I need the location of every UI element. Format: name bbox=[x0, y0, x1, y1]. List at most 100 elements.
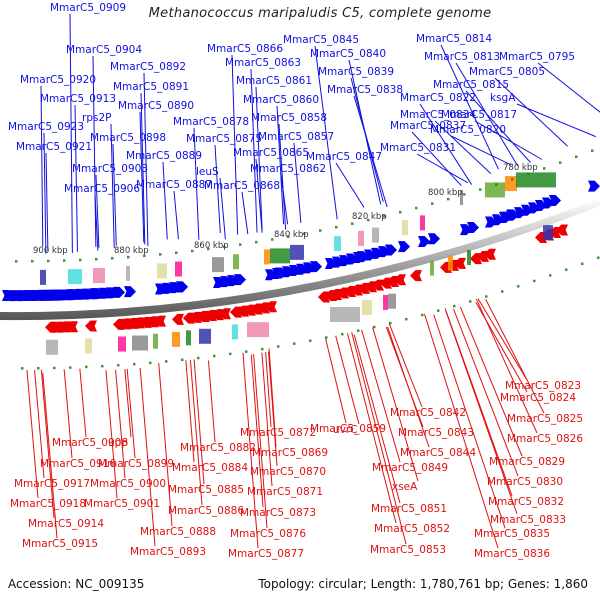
gene-label-mmarc5-0869[interactable]: MmarC5_0869 bbox=[252, 447, 329, 459]
gene-label-uvrc[interactable]: uvrC bbox=[333, 424, 358, 436]
feature-block bbox=[85, 338, 92, 354]
gene-label-mmarc5-0885[interactable]: MmarC5_0885 bbox=[168, 484, 245, 496]
gene-label-mmarc5-0900[interactable]: MmarC5_0900 bbox=[90, 478, 167, 490]
gene-label-mmarc5-0858[interactable]: MmarC5_0858 bbox=[251, 112, 328, 124]
gene-label-mmarc5-0852[interactable]: MmarC5_0852 bbox=[374, 523, 451, 535]
gene-label-mmarc5-0832[interactable]: MmarC5_0832 bbox=[488, 496, 565, 508]
gene-label-mmarc5-0834[interactable]: MmarC5_0834 bbox=[400, 109, 477, 121]
gene-label-mmarc5-0833[interactable]: MmarC5_0833 bbox=[490, 514, 567, 526]
gene-label-mmarc5-0871[interactable]: MmarC5_0871 bbox=[247, 486, 324, 498]
gene-label-mmarc5-0840[interactable]: MmarC5_0840 bbox=[310, 48, 387, 60]
gene-label-mmarc5-0870[interactable]: MmarC5_0870 bbox=[250, 466, 327, 478]
gene-label-mmarc5-0877[interactable]: MmarC5_0877 bbox=[228, 548, 305, 560]
gene-label-mmarc5-0899[interactable]: MmarC5_0899 bbox=[98, 458, 175, 470]
gene-label-mmarc5-0795[interactable]: MmarC5_0795 bbox=[499, 51, 576, 63]
gene-label-mmarc5-0820[interactable]: MmarC5_0820 bbox=[430, 124, 507, 136]
gene-label-mmarc5-0909[interactable]: MmarC5_0909 bbox=[50, 2, 127, 14]
gene-label-mmarc5-0901[interactable]: MmarC5_0901 bbox=[84, 498, 161, 510]
gene-label-mmarc5-0815[interactable]: MmarC5_0815 bbox=[433, 79, 510, 91]
gene-label-mmarc5-0872[interactable]: MmarC5_0872 bbox=[240, 427, 317, 439]
gene-label-mmarc5-0888[interactable]: MmarC5_0888 bbox=[140, 526, 217, 538]
gene-label-mmarc5-0839[interactable]: MmarC5_0839 bbox=[318, 66, 395, 78]
tick-mark bbox=[597, 256, 600, 259]
leader-line-mmarc5-0900 bbox=[115, 369, 126, 479]
forward-cds-arrow bbox=[385, 244, 397, 256]
gene-label-mmarc5-0826[interactable]: MmarC5_0826 bbox=[507, 433, 584, 445]
gene-label-mmarc5-0836[interactable]: MmarC5_0836 bbox=[474, 548, 551, 560]
gene-label-mmarc5-0805[interactable]: MmarC5_0805 bbox=[469, 66, 546, 78]
gene-label-mmarc5-0921[interactable]: MmarC5_0921 bbox=[16, 141, 93, 153]
gene-label-mmarc5-0887[interactable]: MmarC5_0887 bbox=[136, 179, 213, 191]
gene-label-mmarc5-0892[interactable]: MmarC5_0892 bbox=[110, 61, 187, 73]
gene-label-mmarc5-0906[interactable]: MmarC5_0906 bbox=[64, 183, 141, 195]
gene-label-mmarc5-0861[interactable]: MmarC5_0861 bbox=[236, 75, 313, 87]
gene-label-mmarc5-0903[interactable]: MmarC5_0903 bbox=[72, 163, 149, 175]
gene-label-mmarc5-0859[interactable]: MmarC5_0859 bbox=[310, 423, 387, 435]
gene-label-mmarc5-0889[interactable]: MmarC5_0889 bbox=[126, 150, 203, 162]
gene-label-mmarc5-0878[interactable]: MmarC5_0878 bbox=[173, 116, 250, 128]
gene-label-mmarc5-0893[interactable]: MmarC5_0893 bbox=[130, 546, 207, 558]
gene-label-mmarc5-0920[interactable]: MmarC5_0920 bbox=[20, 74, 97, 86]
gene-label-mmarc5-0923[interactable]: MmarC5_0923 bbox=[8, 121, 85, 133]
gene-label-mmarc5-0876[interactable]: MmarC5_0876 bbox=[230, 528, 307, 540]
leader-line-mmarc5-0834 bbox=[434, 120, 492, 174]
gene-label-rps2p[interactable]: rps2P bbox=[82, 112, 112, 124]
gene-label-mmarc5-0857[interactable]: MmarC5_0857 bbox=[258, 131, 335, 143]
gene-label-mmarc5-0860[interactable]: MmarC5_0860 bbox=[243, 94, 320, 106]
tick-mark bbox=[21, 367, 24, 370]
gene-label-mmarc5-0847[interactable]: MmarC5_0847 bbox=[306, 151, 383, 163]
tick-mark bbox=[95, 257, 98, 261]
gene-label-mmarc5-0842[interactable]: MmarC5_0842 bbox=[390, 407, 467, 419]
gene-label-mmarc5-0915[interactable]: MmarC5_0915 bbox=[22, 538, 99, 550]
gene-label-mmarc5-0890[interactable]: MmarC5_0890 bbox=[118, 100, 195, 112]
gene-label-mmarc5-0913[interactable]: MmarC5_0913 bbox=[40, 93, 117, 105]
gene-label-mmarc5-0813[interactable]: MmarC5_0813 bbox=[424, 51, 501, 63]
gene-label-mmarc5-0835[interactable]: MmarC5_0835 bbox=[474, 528, 551, 540]
gene-label-mmarc5-0884[interactable]: MmarC5_0884 bbox=[172, 462, 249, 474]
gene-label-mmarc5-0831[interactable]: MmarC5_0831 bbox=[380, 142, 457, 154]
gene-label-mmarc5-0851[interactable]: MmarC5_0851 bbox=[371, 503, 448, 515]
gene-label-mmarc5-0904[interactable]: MmarC5_0904 bbox=[66, 44, 143, 56]
gene-label-mmarc5-0865[interactable]: MmarC5_0865 bbox=[233, 147, 310, 159]
gene-label-mmarc5-0829[interactable]: MmarC5_0829 bbox=[489, 456, 566, 468]
gene-label-mmarc5-0916[interactable]: MmarC5_0916 bbox=[40, 458, 117, 470]
gene-label-mmarc5-0917[interactable]: MmarC5_0917 bbox=[14, 478, 91, 490]
gene-label-mmarc5-0853[interactable]: MmarC5_0853 bbox=[370, 544, 447, 556]
gene-label-mmarc5-0823[interactable]: MmarC5_0823 bbox=[505, 380, 582, 392]
gene-label-mmarc5-0863[interactable]: MmarC5_0863 bbox=[225, 57, 302, 69]
gene-label-mmarc5-0873[interactable]: MmarC5_0873 bbox=[240, 507, 317, 519]
gene-label-mmarc5-0845[interactable]: MmarC5_0845 bbox=[283, 34, 360, 46]
gene-label-mmarc5-0822[interactable]: MmarC5_0822 bbox=[400, 92, 477, 104]
gene-label-mmarc5-0882[interactable]: MmarC5_0882 bbox=[180, 442, 257, 454]
gene-label-upp[interactable]: upp bbox=[108, 437, 128, 449]
gene-label-mmarc5-0849[interactable]: MmarC5_0849 bbox=[372, 462, 449, 474]
gene-label-xsea[interactable]: xseA bbox=[392, 481, 418, 493]
gene-label-mmarc5-0814[interactable]: MmarC5_0814 bbox=[416, 33, 493, 45]
gene-label-mmarc5-0838[interactable]: MmarC5_0838 bbox=[327, 84, 404, 96]
gene-label-mmarc5-0824[interactable]: MmarC5_0824 bbox=[500, 392, 577, 404]
gene-label-mmarc5-0886[interactable]: MmarC5_0886 bbox=[168, 505, 245, 517]
gene-label-mmarc5-0825[interactable]: MmarC5_0825 bbox=[507, 413, 584, 425]
gene-label-mmarc5-0891[interactable]: MmarC5_0891 bbox=[113, 81, 190, 93]
gene-label-mmarc5-0866[interactable]: MmarC5_0866 bbox=[207, 43, 284, 55]
gene-label-mmarc5-0844[interactable]: MmarC5_0844 bbox=[400, 447, 477, 459]
gene-label-leus[interactable]: leuS bbox=[196, 166, 219, 178]
gene-label-mmarc5-0817[interactable]: MmarC5_0817 bbox=[441, 109, 518, 121]
tick-mark bbox=[431, 202, 434, 205]
leader-line-mmarc5-0844 bbox=[387, 326, 430, 448]
gene-label-mmarc5-0908[interactable]: MmarC5_0908 bbox=[52, 437, 129, 449]
gene-label-mmarc5-0868[interactable]: MmarC5_0868 bbox=[204, 180, 281, 192]
gene-label-mmarc5-0837[interactable]: MmarC5_0837 bbox=[390, 120, 467, 132]
gene-label-mmarc5-0843[interactable]: MmarC5_0843 bbox=[398, 427, 475, 439]
leader-line-mmarc5-0863 bbox=[250, 68, 258, 233]
gene-label-mmarc5-0862[interactable]: MmarC5_0862 bbox=[250, 163, 327, 175]
tick-mark bbox=[453, 304, 456, 308]
leader-line-mmarc5-0888 bbox=[158, 363, 173, 527]
gene-label-mmarc5-0875[interactable]: MmarC5_0875 bbox=[186, 133, 263, 145]
tick-mark bbox=[447, 197, 450, 201]
gene-label-mmarc5-0914[interactable]: MmarC5_0914 bbox=[28, 518, 105, 530]
gene-label-ksga[interactable]: ksgA bbox=[490, 92, 516, 104]
gene-label-mmarc5-0918[interactable]: MmarC5_0918 bbox=[10, 498, 87, 510]
gene-label-mmarc5-0898[interactable]: MmarC5_0898 bbox=[90, 132, 167, 144]
gene-label-mmarc5-0830[interactable]: MmarC5_0830 bbox=[487, 476, 564, 488]
